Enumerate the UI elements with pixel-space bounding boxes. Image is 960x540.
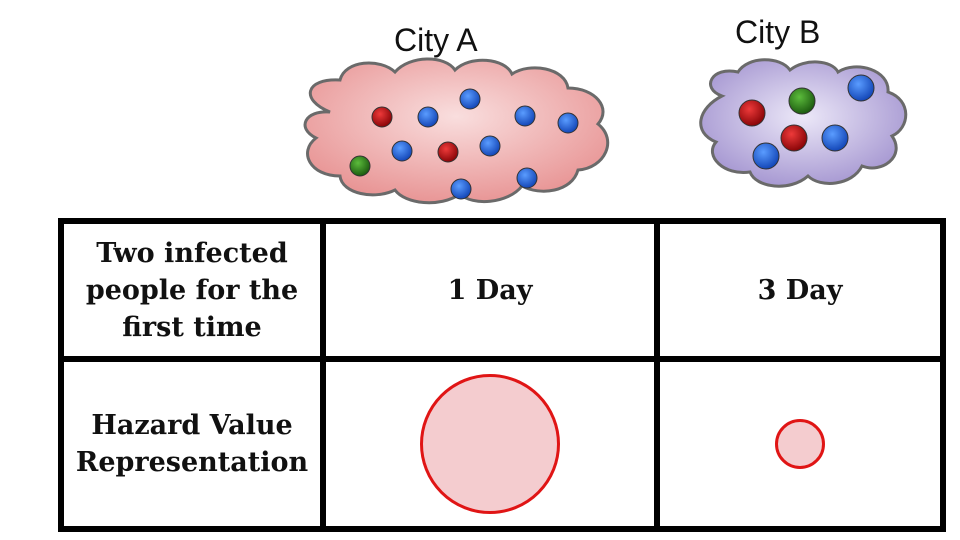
- city-b-label: City B: [735, 14, 821, 50]
- row2-header-cell: Hazard Value Representation: [64, 362, 320, 526]
- city-b-hazard-circle: [775, 419, 825, 469]
- city-a-dot: [349, 155, 371, 177]
- city-a-dot: [437, 141, 459, 163]
- city-a-dot: [514, 105, 536, 127]
- city-b-dot: [847, 74, 875, 102]
- row2-header-text: Hazard Value Representation: [75, 410, 309, 478]
- comparison-table: Two infected people for the first time 1…: [58, 218, 946, 532]
- city-a-dot: [371, 106, 393, 128]
- city-a-label: City A: [394, 22, 478, 58]
- city-a-time-text: 1 Day: [447, 274, 533, 306]
- city-b-cloud: [699, 58, 908, 188]
- city-a-hazard-circle: [420, 374, 560, 514]
- city-a-cloud: [303, 57, 610, 205]
- row1-header-cell: Two infected people for the first time: [64, 224, 320, 356]
- city-clouds: [303, 57, 908, 205]
- city-b-dot: [752, 142, 780, 170]
- city-a-dot: [516, 167, 538, 189]
- city-b-hazard-cell: [660, 362, 940, 526]
- city-b-dot: [738, 99, 766, 127]
- city-b-time-text: 3 Day: [757, 274, 843, 306]
- city-a-dot: [391, 140, 413, 162]
- city-a-dot: [459, 88, 481, 110]
- city-a-dot: [479, 135, 501, 157]
- city-a-dot: [450, 178, 472, 200]
- city-a-hazard-cell: [326, 362, 654, 526]
- city-b-dot: [788, 87, 816, 115]
- city-a-dot: [417, 106, 439, 128]
- city-b-time-cell: 3 Day: [660, 224, 940, 356]
- city-a-time-cell: 1 Day: [326, 224, 654, 356]
- row1-header-text: Two infected people for the first time: [85, 237, 299, 343]
- city-a-dot: [557, 112, 579, 134]
- city-b-dot: [821, 124, 849, 152]
- city-b-dot: [780, 124, 808, 152]
